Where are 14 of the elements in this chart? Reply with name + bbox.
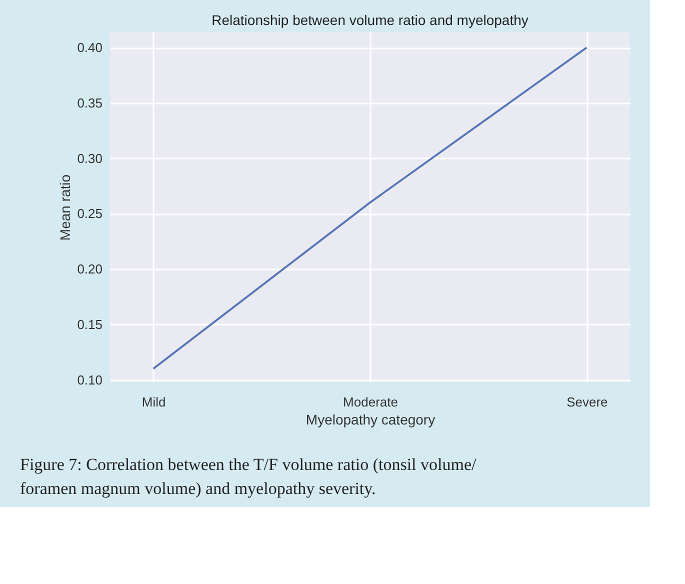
y-tick-label: 0.20 bbox=[77, 262, 102, 277]
y-tick-label: 0.40 bbox=[77, 40, 102, 56]
y-tick-label: 0.10 bbox=[77, 372, 102, 388]
y-tick-label: 0.25 bbox=[77, 206, 102, 222]
y-tick-label: 0.30 bbox=[77, 150, 102, 166]
caption: Figure 7: Correlation between the T/F volume ratio (tonsil volume/ foramen magnum volume) and myelopathy severity. bbox=[20, 455, 477, 498]
x-tick-label: Mild bbox=[142, 394, 166, 410]
y-tick-label: 0.15 bbox=[77, 316, 102, 332]
y-tick-label: 0.35 bbox=[77, 95, 102, 110]
x-axis-title: Myelopathy category bbox=[306, 412, 436, 428]
y-axis-title: Mean ratio bbox=[57, 174, 74, 241]
x-tick-label: Severe bbox=[566, 394, 608, 410]
x-tick-label: Moderate bbox=[343, 394, 398, 410]
chart-title: Relationship between volume ratio and myelopathy bbox=[212, 12, 528, 28]
